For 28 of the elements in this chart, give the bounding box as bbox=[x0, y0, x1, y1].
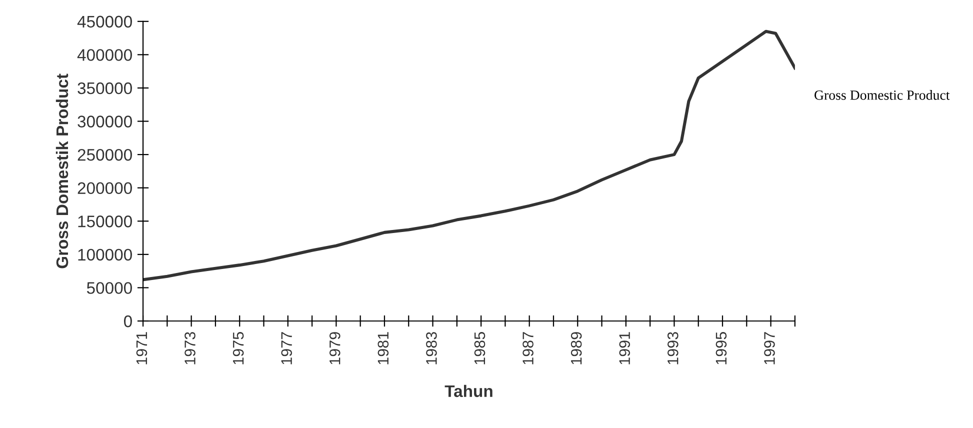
y-tick-label: 150000 bbox=[78, 216, 132, 228]
x-tick-label: 1991 bbox=[619, 332, 630, 364]
x-axis-title: Tahun bbox=[444, 384, 492, 398]
x-tick-label: 1995 bbox=[716, 332, 727, 364]
x-tick-label: 1973 bbox=[184, 332, 196, 364]
x-tick-label: 1987 bbox=[522, 332, 534, 364]
y-tick-label: 450000 bbox=[77, 16, 132, 28]
x-tick-label: 1993 bbox=[668, 332, 678, 364]
line-series bbox=[143, 30, 795, 282]
x-tick-label: 1975 bbox=[232, 332, 244, 364]
y-axis-title: Gross Domestik Product bbox=[56, 74, 68, 268]
y-tick-label: 250000 bbox=[78, 148, 132, 161]
y-tick-label: 100000 bbox=[78, 248, 132, 261]
y-tick-label: 200000 bbox=[78, 182, 132, 194]
text: Gross Domestic Product bbox=[814, 90, 950, 100]
y-tick-label: 350000 bbox=[78, 82, 132, 94]
x-tick-label: 1997 bbox=[764, 332, 775, 364]
x-tick-label: 1979 bbox=[329, 332, 340, 364]
y-tick-label: 400000 bbox=[77, 49, 132, 61]
x-tick-label: 1971 bbox=[136, 332, 148, 364]
y-tick-label: 0 bbox=[124, 315, 132, 328]
x-tick-label: 1981 bbox=[378, 332, 389, 364]
x-tick-label: 1977 bbox=[281, 332, 292, 364]
x-tick-label: 1983 bbox=[426, 332, 437, 364]
y-tick-label: 300000 bbox=[78, 116, 132, 128]
y-tick-label: 50000 bbox=[86, 282, 132, 294]
x-tick-label: 1985 bbox=[474, 332, 486, 364]
x-tick-label: 1989 bbox=[570, 332, 582, 364]
